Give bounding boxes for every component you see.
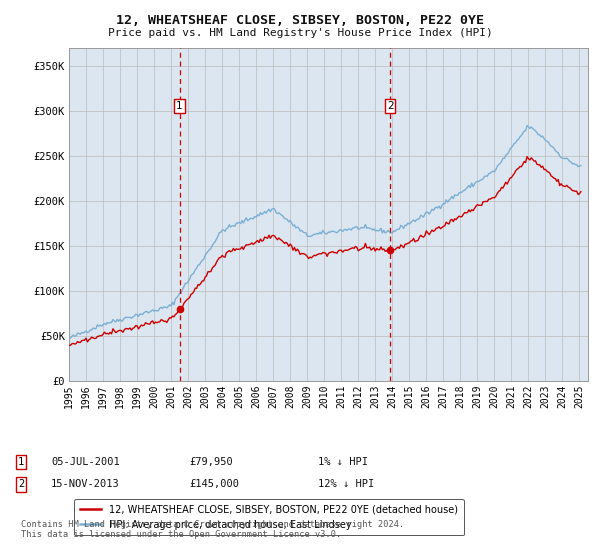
Text: 1: 1 xyxy=(18,457,24,467)
Text: 1: 1 xyxy=(176,101,183,111)
Text: Contains HM Land Registry data © Crown copyright and database right 2024.
This d: Contains HM Land Registry data © Crown c… xyxy=(21,520,404,539)
Text: £79,950: £79,950 xyxy=(189,457,233,467)
Text: 15-NOV-2013: 15-NOV-2013 xyxy=(51,479,120,489)
Text: 2: 2 xyxy=(18,479,24,489)
Text: 1% ↓ HPI: 1% ↓ HPI xyxy=(318,457,368,467)
Legend: 12, WHEATSHEAF CLOSE, SIBSEY, BOSTON, PE22 0YE (detached house), HPI: Average pr: 12, WHEATSHEAF CLOSE, SIBSEY, BOSTON, PE… xyxy=(74,499,464,535)
Text: £145,000: £145,000 xyxy=(189,479,239,489)
Text: 05-JUL-2001: 05-JUL-2001 xyxy=(51,457,120,467)
Text: 12, WHEATSHEAF CLOSE, SIBSEY, BOSTON, PE22 0YE: 12, WHEATSHEAF CLOSE, SIBSEY, BOSTON, PE… xyxy=(116,14,484,27)
Text: 12% ↓ HPI: 12% ↓ HPI xyxy=(318,479,374,489)
Text: 2: 2 xyxy=(387,101,394,111)
Text: Price paid vs. HM Land Registry's House Price Index (HPI): Price paid vs. HM Land Registry's House … xyxy=(107,28,493,38)
